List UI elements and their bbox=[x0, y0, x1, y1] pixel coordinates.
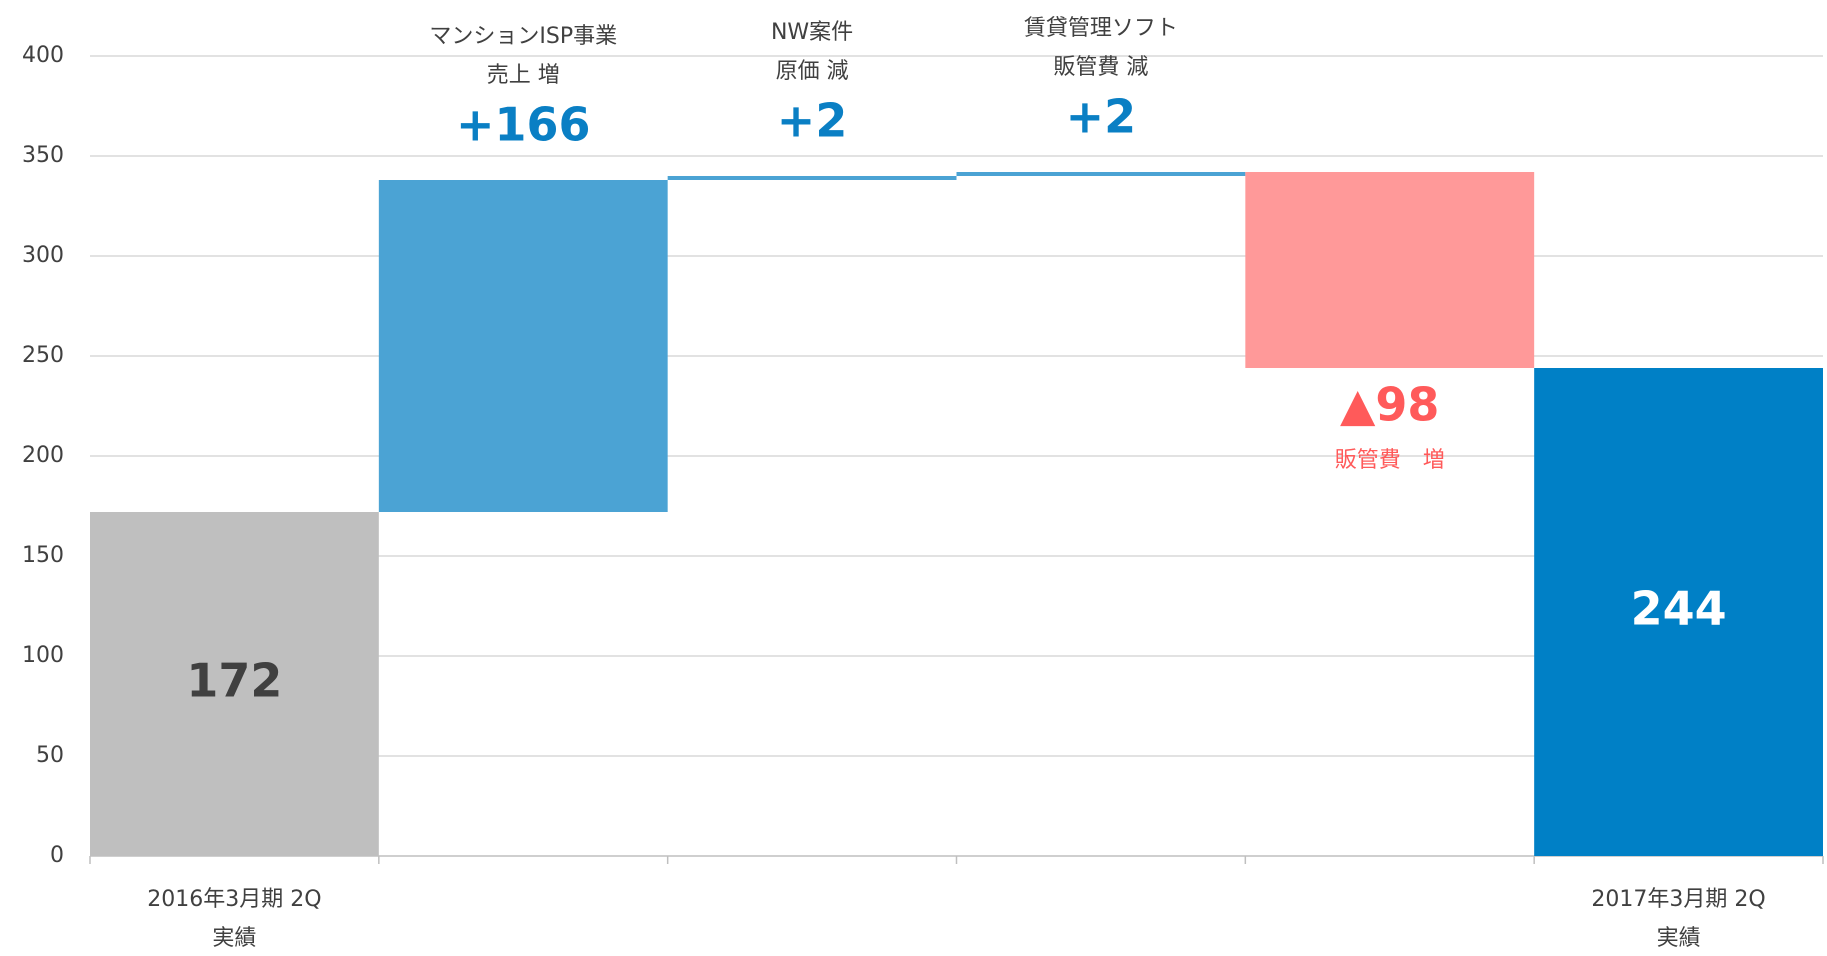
bar bbox=[1534, 368, 1823, 856]
y-tick-label: 50 bbox=[36, 743, 64, 768]
x-tick-label: 2016年3月期 2Q bbox=[147, 887, 321, 912]
value-label: +166 bbox=[456, 98, 591, 152]
value-label: 244 bbox=[1631, 582, 1727, 636]
value-label: 172 bbox=[186, 654, 282, 708]
note: 賃貸管理ソフト bbox=[1024, 16, 1178, 41]
y-tick-label: 400 bbox=[22, 43, 64, 68]
note: NW案件 bbox=[771, 20, 853, 45]
x-tick-label: 実績 bbox=[1657, 926, 1701, 951]
value-label: ▲98 bbox=[1340, 378, 1439, 432]
x-tick-label: 2017年3月期 2Q bbox=[1591, 887, 1765, 912]
bar bbox=[90, 512, 379, 856]
x-tick-label: 実績 bbox=[212, 926, 256, 951]
value-label: +2 bbox=[1066, 90, 1137, 144]
bar bbox=[1245, 172, 1535, 368]
bar bbox=[956, 172, 1246, 176]
note: 販管費 増 bbox=[1335, 448, 1445, 473]
y-tick-label: 0 bbox=[50, 843, 64, 868]
note: 売上 増 bbox=[487, 63, 560, 88]
y-tick-label: 250 bbox=[22, 343, 64, 368]
y-tick-label: 100 bbox=[22, 643, 64, 668]
note: 販管費 減 bbox=[1053, 55, 1148, 80]
y-tick-label: 350 bbox=[22, 143, 64, 168]
y-tick-label: 150 bbox=[22, 543, 64, 568]
y-tick-label: 300 bbox=[22, 243, 64, 268]
value-label: +2 bbox=[777, 94, 848, 148]
note: 原価 減 bbox=[776, 59, 849, 84]
bar bbox=[378, 180, 668, 512]
y-tick-label: 200 bbox=[22, 443, 64, 468]
bar bbox=[667, 176, 957, 180]
note: マンションISP事業 bbox=[429, 24, 617, 49]
